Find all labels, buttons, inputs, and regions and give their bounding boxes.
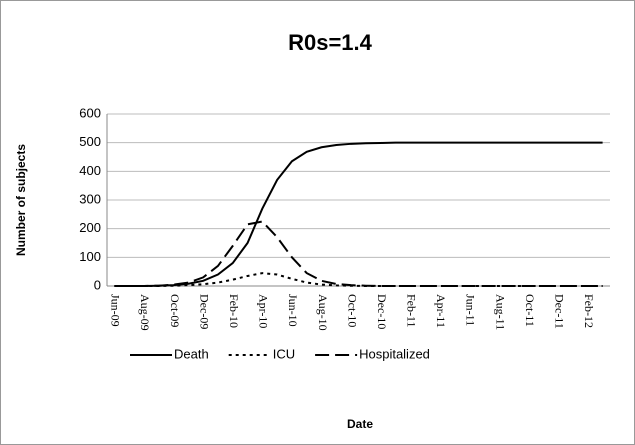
x-tick-label: Dec-10 <box>375 294 389 329</box>
x-tick-label: Dec-11 <box>552 294 566 329</box>
x-tick-label: Feb-11 <box>405 294 419 328</box>
y-tick-label: 600 <box>79 105 101 120</box>
x-tick-label: Feb-10 <box>227 294 241 328</box>
x-tick-label: Jun-11 <box>464 294 478 326</box>
y-tick-label: 0 <box>94 277 101 292</box>
line <box>114 220 603 287</box>
legend-label: Death <box>174 346 209 361</box>
legend-label: ICU <box>273 346 295 361</box>
x-tick-label: Aug-10 <box>316 294 330 331</box>
x-tick-label: Jun-09 <box>109 294 123 327</box>
y-tick-label: 400 <box>79 163 101 178</box>
x-axis-title: Date <box>347 417 373 431</box>
x-tick-label: Aug-09 <box>138 294 152 331</box>
y-tick-label: 500 <box>79 134 101 149</box>
line <box>114 141 603 287</box>
x-tick-label: Jun-10 <box>286 294 300 327</box>
x-tick-label: Dec-09 <box>197 294 211 329</box>
x-tick-label: Oct-09 <box>168 294 182 327</box>
x-tick-label: Apr-11 <box>434 294 448 328</box>
x-tick-label: Aug-11 <box>493 294 507 330</box>
legend-label: Hospitalized <box>359 346 430 361</box>
line <box>114 272 603 287</box>
y-tick-label: 100 <box>79 249 101 264</box>
x-tick-label: Feb-12 <box>582 294 596 328</box>
x-tick-label: Apr-10 <box>257 294 271 328</box>
chart-title: R0s=1.4 <box>288 30 373 55</box>
x-tick-label: Oct-10 <box>345 294 359 327</box>
y-tick-label: 200 <box>79 220 101 235</box>
y-axis-title: Number of subjects <box>14 144 28 256</box>
x-tick-label: Oct-11 <box>523 294 537 327</box>
y-tick-label: 300 <box>79 191 101 206</box>
